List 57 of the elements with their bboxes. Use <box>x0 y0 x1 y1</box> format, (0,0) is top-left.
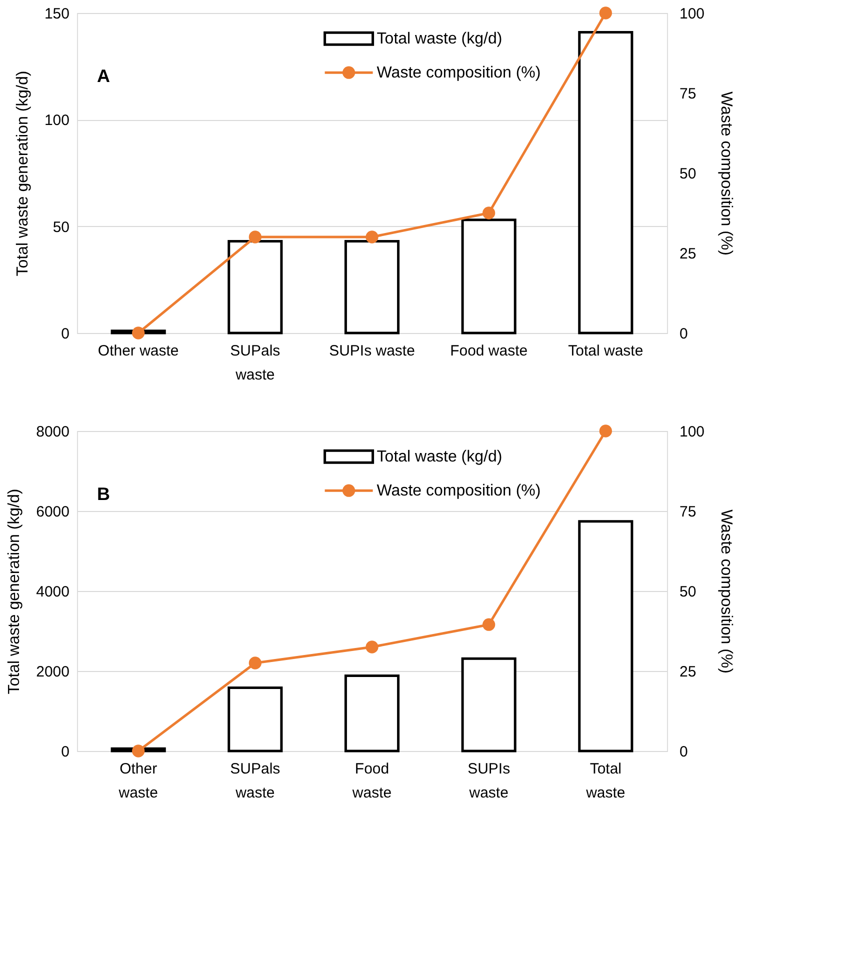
legend-label: Total waste (kg/d) <box>376 30 502 48</box>
y2-tick-label: 50 <box>680 166 696 182</box>
x-tick-label: SUPIs waste <box>468 760 510 802</box>
y-tick-label: 100 <box>44 112 70 130</box>
y2-tick-label: 100 <box>680 424 705 440</box>
bar <box>228 240 283 334</box>
x-tick-label: Other waste <box>118 760 158 802</box>
y2-tick-label: 0 <box>680 326 688 342</box>
y2-axis-title: Waste composition (%) <box>718 92 735 256</box>
legend-label: Waste composition (%) <box>376 482 541 500</box>
y2-tick-label: 75 <box>680 504 696 520</box>
y-tick-label: 4000 <box>36 584 70 600</box>
y-tick-label: 6000 <box>36 504 70 520</box>
y2-tick-label: 50 <box>680 584 696 600</box>
x-tick-label: Other waste <box>98 342 179 360</box>
point <box>248 656 262 670</box>
x-tick-label: SUPals waste <box>230 342 280 384</box>
point <box>482 618 496 631</box>
legend-label: Waste composition (%) <box>376 64 541 82</box>
y-axis-title: Total waste generation (kg/d) <box>6 488 24 694</box>
point <box>599 6 612 20</box>
x-tick-label: SUPIs waste <box>329 342 415 360</box>
y2-tick-label: 25 <box>680 664 696 680</box>
x-tick-label: Total waste <box>585 760 626 802</box>
y-tick-label: 0 <box>61 326 70 342</box>
y2-tick-label: 75 <box>680 86 696 102</box>
y-axis-title: Total waste generation (kg/d) <box>14 70 32 276</box>
y-tick-label: 0 <box>61 744 70 760</box>
point <box>599 424 612 438</box>
y2-tick-label: 25 <box>680 246 696 262</box>
annotation: B <box>97 484 110 504</box>
x-tick-label: Food waste <box>450 342 528 360</box>
y2-tick-label: 0 <box>680 744 688 760</box>
bar <box>344 674 400 752</box>
x-tick-label: Total waste <box>568 342 644 360</box>
y-tick-label: 8000 <box>36 424 70 440</box>
point <box>482 206 496 220</box>
bar <box>578 30 634 334</box>
y-tick-label: 2000 <box>36 664 70 680</box>
legend-label: Total waste (kg/d) <box>376 448 502 466</box>
bar <box>228 686 283 752</box>
bar <box>461 218 516 334</box>
point <box>132 326 145 340</box>
point <box>132 744 145 758</box>
point <box>366 230 378 244</box>
x-tick-label: Food waste <box>351 760 392 802</box>
y-tick-label: 150 <box>44 6 70 22</box>
y-tick-label: 50 <box>52 218 70 236</box>
x-tick-label: SUPals waste <box>230 760 280 802</box>
bar <box>344 240 400 334</box>
y2-tick-label: 100 <box>680 6 705 22</box>
bar <box>461 657 516 752</box>
point <box>248 230 262 244</box>
y2-axis-title: Waste composition (%) <box>718 510 735 674</box>
point <box>366 640 378 654</box>
annotation: A <box>97 66 110 86</box>
bar <box>578 520 634 752</box>
